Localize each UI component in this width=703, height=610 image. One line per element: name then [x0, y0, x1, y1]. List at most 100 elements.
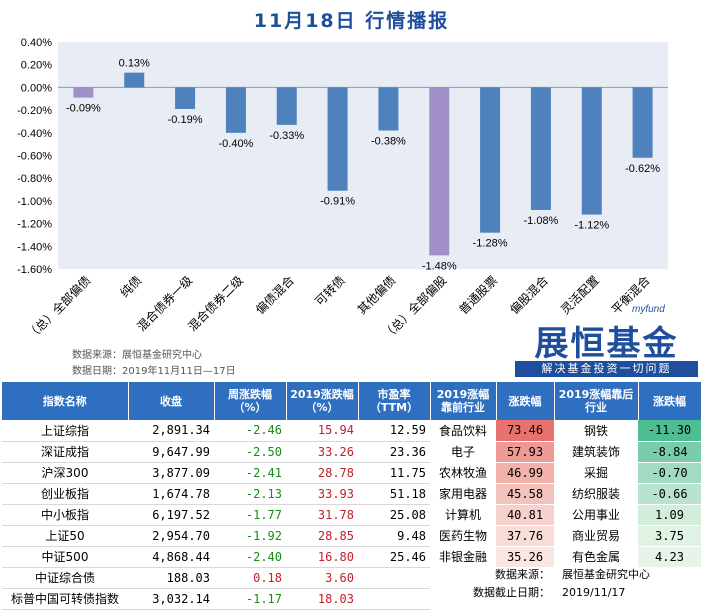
table-row: 中证500 4,868.44 -2.40 16.80 25.46 非银金融 35.26 有色金… [2, 546, 701, 568]
cell-name: 中证综合债 [2, 567, 128, 589]
table-row: 中证综合债 188.03 0.18 3.60 [2, 567, 701, 589]
data-label: -0.62% [625, 163, 660, 175]
cell-week: -1.17 [214, 588, 286, 610]
table-header: 指数名称 收盘 周涨跌幅（%） 2019涨跌幅（%） 市盈率（TTM） 2019涨幅靠前行… [2, 382, 702, 420]
cell-bot-val: 4.23 [638, 546, 701, 568]
logo-wordmark: 展恒基金 [534, 324, 679, 364]
column-header: 2019涨幅靠后行业 [554, 382, 639, 420]
cell-pe: 11.75 [358, 462, 430, 484]
bar [581, 87, 602, 215]
data-label: -0.38% [371, 136, 406, 148]
cell-ytd: 28.78 [286, 462, 358, 484]
cell-top-ind: 计算机 [430, 504, 496, 526]
cell-top-val: 57.93 [496, 441, 554, 463]
cell-name: 创业板指 [2, 483, 128, 505]
cell-bot-val: -0.70 [638, 462, 701, 484]
bar-chart: 0.40% 0.20% 0.00% -0.20% -0.40% -0.60% -0.80% -… [17, 37, 668, 343]
cell-ytd: 18.03 [286, 588, 358, 610]
footer-date-value: 2019/11/17 [562, 586, 626, 599]
y-tick-label: 0.20% [21, 60, 52, 72]
table-row: 深证成指 9,647.99 -2.50 33.26 23.36 电子 57.93 建筑装饰 -8… [2, 441, 701, 463]
x-tick-label: （总）全部偏债 [24, 273, 94, 343]
cell-name: 标普中国可转债指数 [2, 588, 128, 610]
cell-bot-ind: 公用事业 [554, 504, 638, 526]
table-row: 中小板指 6,197.52 -1.77 31.78 25.08 计算机 40.81 公用事业 1… [2, 504, 701, 526]
cell-pe [358, 567, 430, 589]
cell-bot-val: 1.09 [638, 504, 701, 526]
cell-pe: 12.59 [358, 420, 430, 442]
y-tick-label: -0.80% [17, 173, 52, 185]
cell-close: 3,032.14 [128, 588, 214, 610]
cell-name: 中小板指 [2, 504, 128, 526]
cell-close: 9,647.99 [128, 441, 214, 463]
cell-ytd: 33.93 [286, 483, 358, 505]
column-header: 指数名称 [2, 382, 129, 420]
bar [429, 87, 450, 256]
cell-ytd: 28.85 [286, 525, 358, 547]
column-header: 收盘 [128, 382, 215, 420]
y-tick-label: -1.20% [17, 219, 52, 231]
column-header: 周涨跌幅（%） [214, 382, 287, 420]
cell-close: 1,674.78 [128, 483, 214, 505]
data-label: -1.12% [574, 220, 609, 232]
cell-pe [358, 588, 430, 610]
column-header: 2019涨跌幅（%） [286, 382, 359, 420]
bar [276, 87, 297, 125]
y-tick-label: -1.40% [17, 241, 52, 253]
x-tick-label: 其他偏债 [354, 273, 399, 318]
cell-week: 0.18 [214, 567, 286, 589]
x-tick-label: 纯债 [117, 273, 144, 300]
column-header: 涨跌幅 [496, 382, 555, 420]
data-label: -0.33% [269, 130, 304, 142]
cell-week: -2.40 [214, 546, 286, 568]
footer-source-key: 数据来源： [495, 568, 550, 581]
cell-week: -2.13 [214, 483, 286, 505]
cell-top-ind: 农林牧渔 [430, 462, 496, 484]
cell-name: 中证500 [2, 546, 128, 568]
column-header: 涨跌幅 [638, 382, 702, 420]
bar [124, 72, 145, 88]
bar [175, 87, 196, 109]
cell-pe: 25.46 [358, 546, 430, 568]
x-tick-label: 可转债 [312, 273, 348, 309]
cell-bot-ind: 商业贸易 [554, 525, 638, 547]
cell-top-ind: 医药生物 [430, 525, 496, 547]
logo-tagline: 解决基金投资一切问题 [515, 361, 698, 377]
cell-close: 4,868.44 [128, 546, 214, 568]
cell-bot-val: -8.84 [638, 441, 701, 463]
cell-week: -2.46 [214, 420, 286, 442]
data-label: -0.19% [168, 114, 203, 126]
cell-top-ind: 电子 [430, 441, 496, 463]
cell-top-ind: 食品饮料 [430, 420, 496, 442]
logo-subtitle: myfund [632, 304, 665, 315]
data-label: -1.48% [422, 260, 457, 272]
table-row: 创业板指 1,674.78 -2.13 33.93 51.18 家用电器 45.58 纺织服装… [2, 483, 701, 505]
plot-area [58, 42, 668, 269]
x-tick-label: 普通股票 [456, 273, 500, 317]
cell-week: -2.41 [214, 462, 286, 484]
cell-name: 深证成指 [2, 441, 128, 463]
y-tick-label: -1.60% [17, 264, 52, 276]
cell-bot-ind: 建筑装饰 [554, 441, 638, 463]
cell-close: 3,877.09 [128, 462, 214, 484]
cell-top-ind [430, 567, 496, 589]
cell-ytd: 33.26 [286, 441, 358, 463]
y-tick-label: 0.40% [21, 37, 52, 49]
data-label: -0.91% [320, 196, 355, 208]
cell-top-val: 45.58 [496, 483, 554, 505]
y-tick-label: -0.60% [17, 151, 52, 163]
cell-top-val: 37.76 [496, 525, 554, 547]
cell-close: 6,197.52 [128, 504, 214, 526]
data-label: -0.40% [218, 138, 253, 150]
cell-pe: 9.48 [358, 525, 430, 547]
x-tick-label: 偏股混合 [506, 273, 551, 318]
y-tick-label: -1.00% [17, 196, 52, 208]
cell-top-val [496, 567, 554, 589]
cell-name: 沪深300 [2, 462, 128, 484]
cell-bot-val: -11.30 [638, 420, 701, 442]
bar [480, 87, 501, 233]
bar [73, 87, 94, 98]
cell-pe: 23.36 [358, 441, 430, 463]
cell-ytd: 15.94 [286, 420, 358, 442]
cell-top-val: 35.26 [496, 546, 554, 568]
